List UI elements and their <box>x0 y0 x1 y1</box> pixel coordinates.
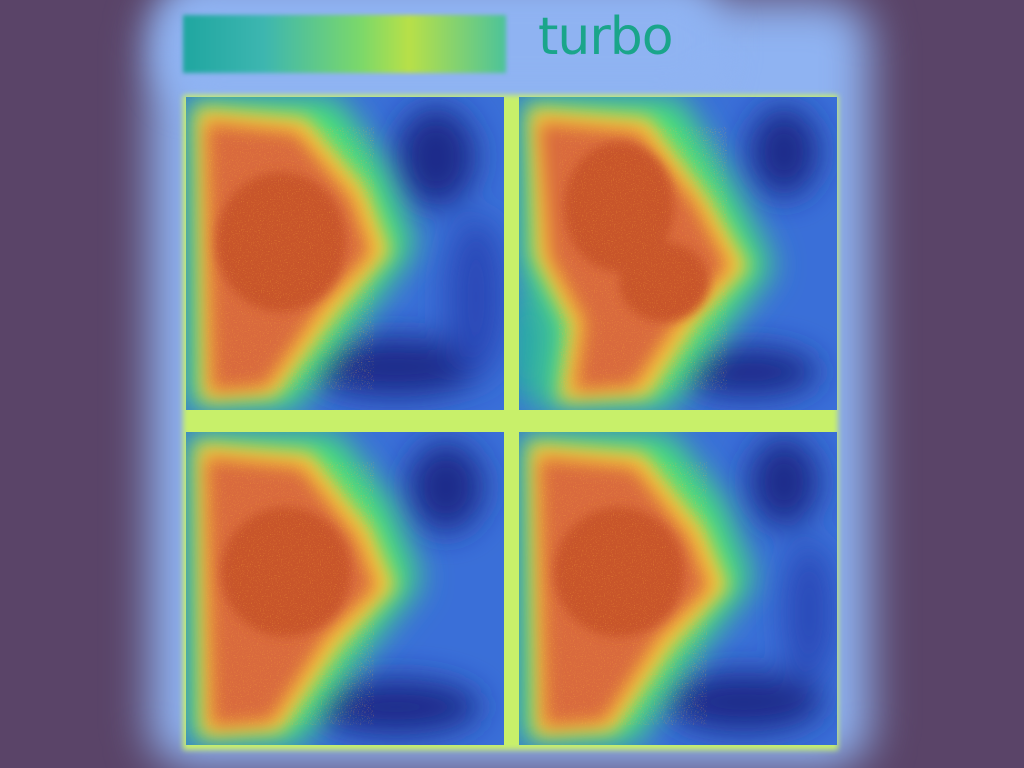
colormap-name: turbo <box>538 7 674 67</box>
heatmap-panel-top-right <box>519 97 837 410</box>
colorbar <box>183 15 506 73</box>
heatmap-panel-top-left <box>186 97 504 410</box>
heatmap-panel-bottom-right <box>519 432 837 745</box>
heatmap-panel-bottom-left <box>186 432 504 745</box>
